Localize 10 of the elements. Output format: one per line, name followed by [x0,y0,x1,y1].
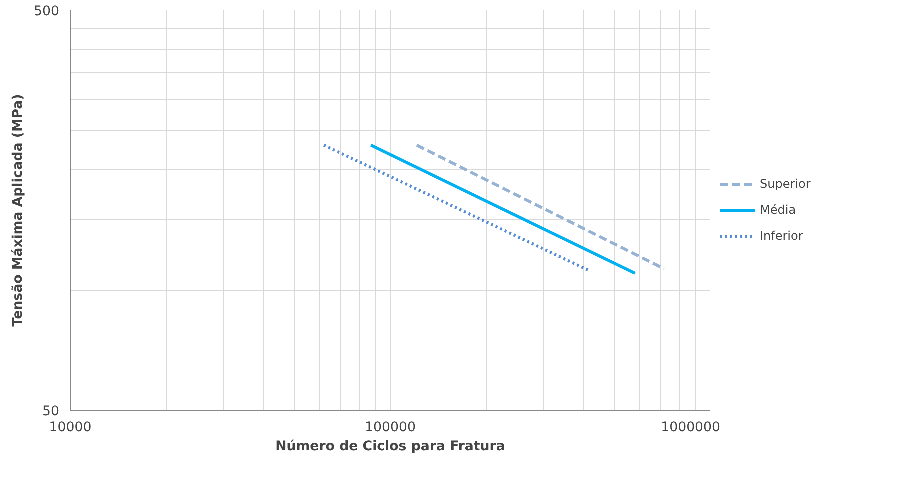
legend-label: Inferior [760,229,804,243]
x-tick-label: 10000 [49,420,92,436]
legend-label: Média [760,203,796,217]
x-tick-label: 100000 [365,420,416,436]
x-tick-label: 1000000 [661,420,720,436]
x-axis-title: Número de Ciclos para Fratura [276,440,506,454]
y-tick-label: 500 [34,4,60,20]
y-tick-label: 50 [42,404,60,420]
y-axis-title: Tensão Máxima Aplicada (MPa) [11,94,26,327]
legend-label: Superior [760,177,811,191]
